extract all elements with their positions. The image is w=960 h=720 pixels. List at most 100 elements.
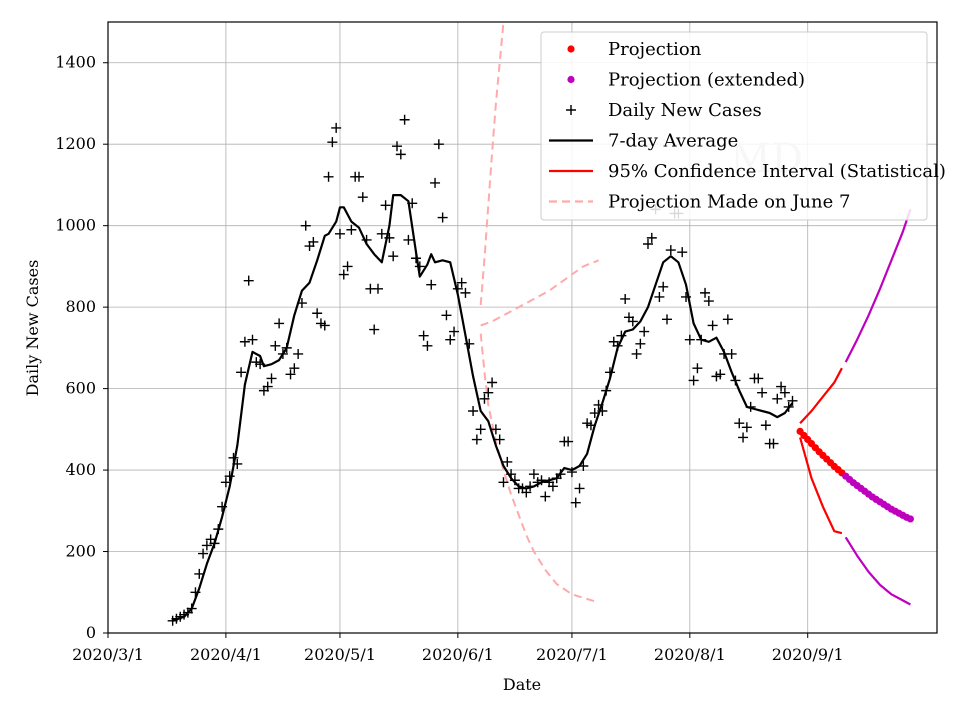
x-tick-label: 2020/4/1 <box>190 645 262 664</box>
daily-case-marker <box>502 456 513 467</box>
daily-case-marker <box>738 432 749 443</box>
daily-case-marker <box>201 540 212 551</box>
x-tick-label: 2020/7/1 <box>536 645 608 664</box>
series-avg <box>172 194 794 622</box>
daily-case-marker <box>369 324 380 335</box>
projection-extended-point <box>906 515 914 523</box>
daily-case-marker <box>536 475 547 486</box>
daily-case-marker <box>570 497 581 508</box>
daily-case-marker <box>217 501 228 512</box>
daily-case-marker <box>483 387 494 398</box>
daily-case-marker <box>426 279 437 290</box>
daily-case-marker <box>228 452 239 463</box>
daily-case-marker <box>662 314 673 325</box>
daily-case-marker <box>262 381 273 392</box>
daily-case-marker <box>776 381 787 392</box>
daily-case-marker <box>490 424 501 435</box>
daily-case-marker <box>696 334 707 345</box>
daily-case-marker <box>247 334 258 345</box>
daily-case-marker <box>642 238 653 249</box>
daily-case-marker <box>578 460 589 471</box>
daily-case-marker <box>620 293 631 304</box>
daily-case-marker <box>327 137 338 148</box>
daily-case-marker <box>452 283 463 294</box>
daily-case-marker <box>437 212 448 223</box>
y-tick-label: 200 <box>65 542 96 561</box>
daily-case-marker <box>198 548 209 559</box>
legend-label: 7-day Average <box>608 131 738 152</box>
axis-ticks: 2020/3/1 2020/4/1 2020/5/1 2020/6/1 2020/7/1… <box>55 53 843 664</box>
daily-case-marker <box>703 296 714 307</box>
daily-case-marker <box>509 475 520 486</box>
daily-case-marker <box>255 359 266 370</box>
x-tick-label: 2020/8/1 <box>654 645 726 664</box>
daily-case-marker <box>308 236 319 247</box>
series-ext-upper <box>844 209 912 363</box>
daily-case-marker <box>392 141 403 152</box>
daily-case-marker <box>414 261 425 272</box>
daily-case-marker <box>540 491 551 502</box>
daily-case-marker <box>372 283 383 294</box>
daily-case-marker <box>266 373 277 384</box>
y-tick-label: 800 <box>65 297 96 316</box>
series-ext-lower <box>844 536 911 606</box>
series-june7-center <box>480 259 599 327</box>
daily-case-marker <box>213 524 224 535</box>
daily-case-marker <box>422 340 433 351</box>
daily-case-marker <box>692 363 703 374</box>
daily-case-marker <box>768 438 779 449</box>
daily-case-marker <box>631 348 642 359</box>
daily-case-marker <box>361 234 372 245</box>
daily-case-marker <box>331 122 342 133</box>
daily-case-marker <box>677 247 688 258</box>
daily-case-marker <box>293 348 304 359</box>
daily-case-marker <box>612 340 623 351</box>
daily-case-marker <box>277 348 288 359</box>
daily-case-marker <box>441 310 452 321</box>
daily-case-marker <box>730 375 741 386</box>
daily-case-marker <box>209 538 220 549</box>
daily-case-marker <box>760 420 771 431</box>
daily-case-marker <box>722 314 733 325</box>
daily-case-marker <box>281 342 292 353</box>
daily-case-marker <box>468 406 479 417</box>
daily-case-marker <box>220 477 231 488</box>
daily-case-marker <box>194 568 205 579</box>
daily-case-marker <box>635 338 646 349</box>
daily-case-marker <box>346 224 357 235</box>
daily-case-marker <box>399 114 410 125</box>
legend-label: Projection <box>608 39 702 60</box>
daily-case-marker <box>555 469 566 480</box>
daily-case-marker <box>312 308 323 319</box>
legend-label: Projection (extended) <box>608 70 805 91</box>
x-tick-label: 2020/3/1 <box>72 645 144 664</box>
daily-case-marker <box>658 281 669 292</box>
daily-case-marker <box>528 469 539 480</box>
daily-case-marker <box>270 340 281 351</box>
daily-case-marker <box>296 298 307 309</box>
daily-case-marker <box>334 228 345 239</box>
daily-case-marker <box>274 318 285 329</box>
legend-swatch-dot <box>567 75 575 84</box>
daily-case-marker <box>353 171 364 182</box>
daily-case-marker <box>707 320 718 331</box>
daily-case-marker <box>597 406 608 417</box>
legend-label: 95% Confidence Interval (Statistical) <box>608 161 946 182</box>
daily-case-marker <box>745 401 756 412</box>
daily-case-marker <box>604 367 615 378</box>
legend: Projection Projection (extended) Daily New… <box>540 31 946 221</box>
daily-case-marker <box>665 245 676 256</box>
legend-swatch-dot <box>567 45 575 53</box>
daily-case-marker <box>574 483 585 494</box>
y-tick-label: 600 <box>65 379 96 398</box>
daily-case-marker <box>589 408 600 419</box>
daily-case-marker <box>449 326 460 337</box>
legend-label: Daily New Cases <box>608 100 762 121</box>
daily-case-marker <box>338 269 349 280</box>
daily-case-marker <box>433 139 444 150</box>
x-axis-title: Date <box>503 675 541 694</box>
daily-case-marker <box>384 232 395 243</box>
y-tick-label: 1000 <box>55 216 96 235</box>
daily-case-marker <box>498 477 509 488</box>
